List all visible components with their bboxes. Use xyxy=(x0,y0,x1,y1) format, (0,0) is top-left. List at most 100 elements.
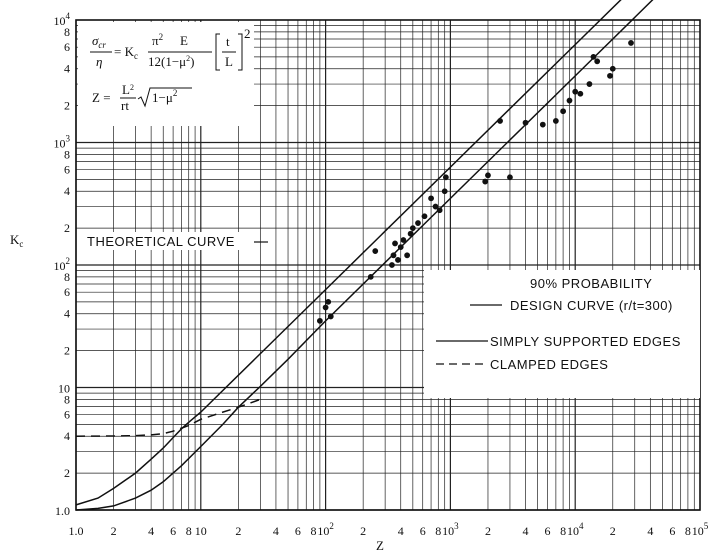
x-minor-tick-label: 4 xyxy=(273,524,279,538)
data-point xyxy=(400,237,407,243)
formula-bracket-right xyxy=(238,33,243,71)
data-point xyxy=(327,313,334,320)
formula-box-bg xyxy=(78,22,254,126)
series-line-theoretical-curve xyxy=(75,0,622,506)
y-minor-tick-label: 4 xyxy=(64,62,70,76)
formula-z-rad: 1−μ2 xyxy=(152,88,177,105)
data-point xyxy=(577,90,584,97)
legend-bg xyxy=(424,270,700,398)
x-minor-tick-label: 4 xyxy=(647,524,653,538)
y-minor-tick-label: 8 xyxy=(64,392,70,406)
formula-z-den: rt xyxy=(121,98,129,113)
data-point xyxy=(397,244,404,250)
plot-frame xyxy=(75,19,701,511)
y-minor-tick-label: 2 xyxy=(64,344,70,358)
formula-denom: 12(1−μ2) xyxy=(148,54,194,69)
data-point xyxy=(586,81,593,87)
x-minor-tick-label: 2 xyxy=(111,524,117,538)
x-minor-tick-label: 2 xyxy=(610,524,616,538)
x-minor-tick-label: 6 xyxy=(669,524,675,538)
formula-pi2: π2 xyxy=(152,32,163,48)
data-point xyxy=(628,40,634,46)
data-point xyxy=(485,172,491,179)
data-point xyxy=(389,262,395,268)
prob-label-1: 90% PROBABILITY xyxy=(530,276,652,291)
y-axis-title: Kc xyxy=(10,232,23,249)
x-tick-label: 103 xyxy=(442,521,459,538)
x-tick-label: 102 xyxy=(317,521,334,538)
formula-L: L xyxy=(225,54,233,69)
y-tick-label: 1.0 xyxy=(55,504,70,518)
data-point xyxy=(522,119,529,126)
data-point xyxy=(407,230,414,237)
y-minor-tick-label: 8 xyxy=(64,270,70,284)
series-line-simply-supported-edges xyxy=(75,0,654,511)
clamped-edges-label: CLAMPED EDGES xyxy=(490,357,608,372)
simply-supported-label: SIMPLY SUPPORTED EDGES xyxy=(490,334,681,349)
data-point xyxy=(507,174,513,181)
data-point xyxy=(415,220,421,226)
data-point xyxy=(367,273,374,280)
data-point xyxy=(432,203,439,210)
data-point xyxy=(436,207,443,214)
data-point xyxy=(409,225,416,232)
data-point xyxy=(594,58,601,65)
prob-label-2: DESIGN CURVE (r/t=300) xyxy=(510,298,673,313)
data-point xyxy=(609,65,616,72)
x-minor-tick-label: 8 xyxy=(685,524,691,538)
y-minor-tick-label: 6 xyxy=(64,285,70,299)
y-tick-label: 104 xyxy=(54,11,71,28)
data-point xyxy=(572,88,579,95)
y-minor-tick-label: 6 xyxy=(64,40,70,54)
data-point xyxy=(392,240,398,247)
legend: THEORETICAL CURVE 90% PROBABILITY DESIGN… xyxy=(84,232,700,398)
series-line-clamped-edges xyxy=(75,398,261,437)
y-minor-tick-label: 2 xyxy=(64,221,70,235)
x-axis-title: Z xyxy=(376,538,384,553)
y-minor-tick-label: 8 xyxy=(64,25,70,39)
y-minor-tick-label: 2 xyxy=(64,466,70,480)
formula-t: t xyxy=(226,34,230,49)
data-point xyxy=(325,298,332,305)
formula-radical xyxy=(137,87,192,108)
data-point xyxy=(539,121,546,128)
data-point xyxy=(316,317,323,324)
y-minor-tick-label: 4 xyxy=(64,429,70,443)
data-point xyxy=(404,252,411,259)
x-minor-tick-label: 8 xyxy=(435,524,441,538)
formula-bracket-left xyxy=(215,33,220,71)
data-point xyxy=(497,118,503,124)
x-minor-tick-label: 4 xyxy=(523,524,529,538)
y-minor-tick-label: 2 xyxy=(64,99,70,113)
formula-z-num: L2 xyxy=(122,82,134,97)
y-minor-tick-label: 4 xyxy=(64,307,70,321)
data-point xyxy=(428,195,434,202)
formula-z-lhs: Z = xyxy=(92,90,111,105)
formula-kc: = Kc xyxy=(114,44,138,61)
formula-sigma: σcr xyxy=(92,33,106,50)
y-tick-label: 102 xyxy=(54,256,71,273)
x-minor-tick-label: 6 xyxy=(170,524,176,538)
formula-bracket-sup: 2 xyxy=(244,26,251,41)
theoretical-curve-label: THEORETICAL CURVE xyxy=(87,234,235,249)
x-minor-tick-label: 8 xyxy=(311,524,317,538)
formula-eta: η xyxy=(96,54,102,69)
x-minor-tick-label: 4 xyxy=(148,524,154,538)
series-layer xyxy=(75,0,654,511)
data-point xyxy=(552,118,559,124)
x-tick-label: 10 xyxy=(195,524,207,538)
data-point xyxy=(590,53,597,60)
y-tick-label: 10 xyxy=(58,382,70,396)
data-point xyxy=(421,213,428,220)
data-point xyxy=(482,178,489,185)
data-point xyxy=(442,174,449,181)
x-minor-tick-label: 6 xyxy=(545,524,551,538)
x-minor-tick-label: 6 xyxy=(420,524,426,538)
data-point xyxy=(441,188,448,195)
data-point xyxy=(322,304,329,311)
x-minor-tick-label: 4 xyxy=(398,524,404,538)
data-point xyxy=(390,252,397,259)
formula-box: σcr η = Kc π2 E 12(1−μ2) t L 2 Z = L2 rt… xyxy=(78,22,254,126)
